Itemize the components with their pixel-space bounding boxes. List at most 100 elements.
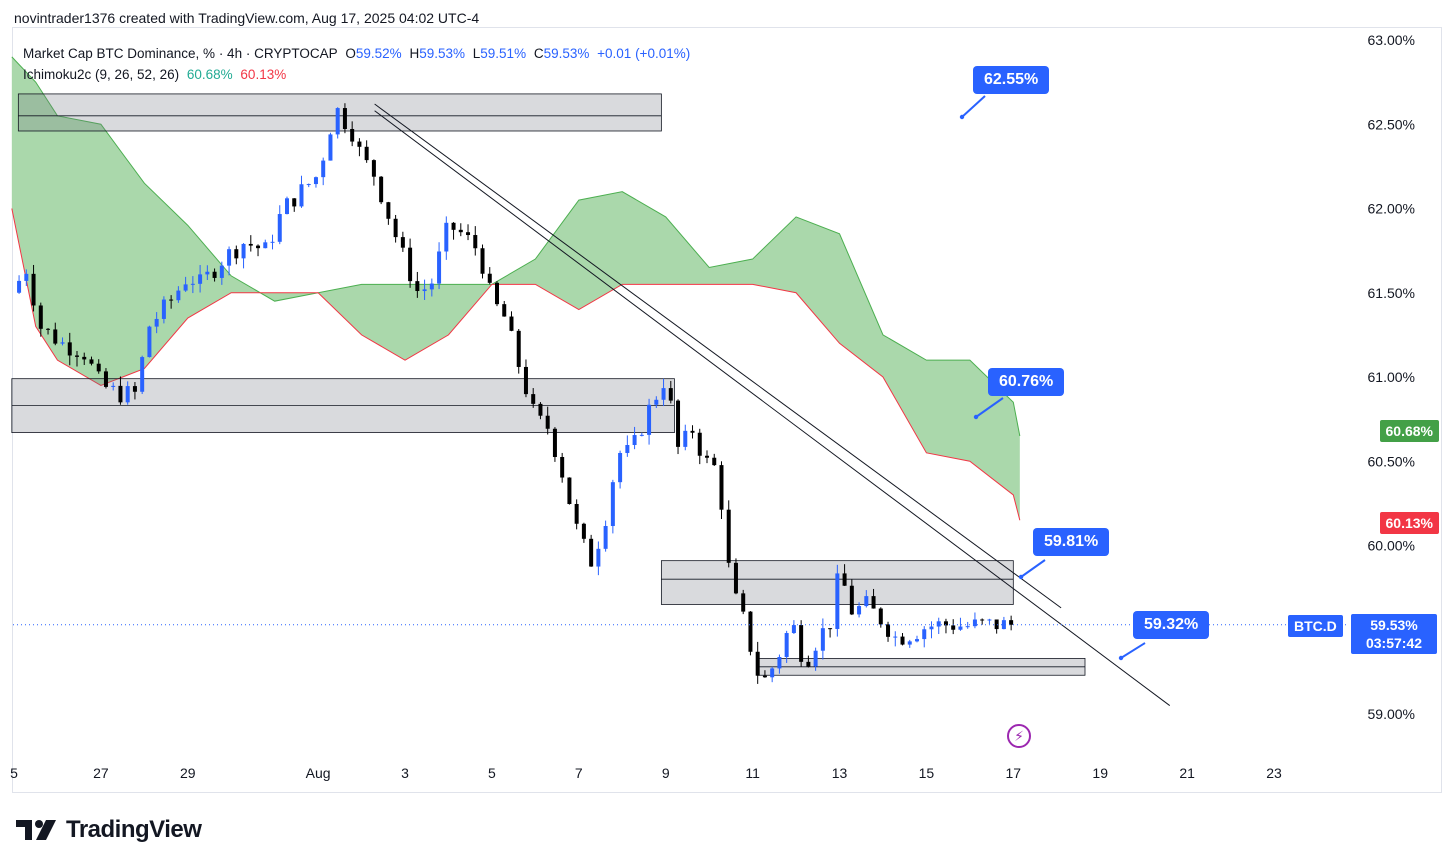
x-tick-label: 5 [10,765,18,781]
candle-body-10 [89,359,94,364]
candle-body-107 [791,625,796,634]
symbol-legend[interactable]: Market Cap BTC Dominance, % · 4h · CRYPT… [23,46,694,61]
candle-body-57 [429,283,434,290]
candle-body-113 [835,573,840,629]
callout-anchor-1 [959,114,965,120]
candle-body-130 [958,626,963,630]
callout-pointer-1 [961,95,986,118]
ichimoku-span-a-line [11,56,1021,437]
y-tick-label: 61.00% [1368,369,1415,385]
high-label: H [409,46,420,61]
candle-body-108 [799,625,804,662]
y-tick-label: 59.00% [1368,706,1415,722]
candle-body-79 [589,538,594,567]
bar-countdown: 03:57:42 [1365,635,1423,651]
candle-body-29 [227,249,232,266]
candle-body-38 [292,198,297,207]
candle-body-5 [53,329,58,344]
candle-body-27 [212,271,217,278]
candle-body-72 [538,403,543,416]
candle-body-90 [668,388,673,401]
y-tick-label: 60.50% [1368,453,1415,469]
candle-body-39 [299,184,304,207]
candle-body-30 [234,249,239,259]
candle-body-68 [509,316,514,331]
candle-body-48 [364,146,369,161]
x-tick-label: 29 [180,765,196,781]
candle-body-106 [784,633,789,658]
callout-59-32[interactable]: 59.32% [1133,611,1210,639]
callout-pointer-2 [975,397,1004,418]
candle-body-50 [379,176,384,203]
candle-body-119 [878,608,883,625]
tradingview-logo-icon [16,820,56,840]
high-value: 59.53% [419,46,465,61]
candle-body-20 [161,299,166,319]
candle-body-81 [603,526,608,549]
candle-body-129 [951,625,956,630]
candle-body-96 [712,457,717,466]
ichimoku-span-b-tag: 60.13% [1379,512,1439,534]
candle-body-82 [610,482,615,527]
close-label: C [533,46,544,61]
candle-body-111 [820,628,825,651]
candle-body-16 [132,386,137,392]
tradingview-wordmark: TradingView [66,816,202,843]
x-tick-label: 23 [1266,765,1282,781]
candle-body-123 [907,641,912,645]
candle-body-133 [980,619,985,621]
candle-body-4 [46,328,51,330]
tradingview-logo[interactable]: TradingView [16,816,202,844]
candle-body-88 [654,399,659,405]
candle-body-121 [893,636,898,638]
candle-body-131 [965,626,970,628]
candle-body-49 [371,160,376,177]
candle-body-46 [350,128,355,142]
candle-body-126 [929,626,934,630]
indicator-legend[interactable]: Ichimoku2c (9, 26, 52, 26) 60.68% 60.13% [23,67,290,82]
candle-body-122 [900,636,905,645]
trendline-1 [374,103,1062,609]
sr-zone-1 [17,93,662,132]
candle-body-83 [618,452,623,483]
candle-body-7 [67,342,72,356]
candle-body-18 [147,326,152,358]
candle-body-17 [140,357,145,392]
x-tick-label: 3 [401,765,409,781]
candle-body-89 [661,388,666,400]
candle-body-112 [828,628,833,630]
candle-body-45 [342,108,347,129]
candle-body-44 [335,108,340,135]
candle-body-40 [306,184,311,186]
callout-59-81[interactable]: 59.81% [1033,528,1110,556]
candle-body-61 [458,229,463,233]
candle-body-117 [864,596,869,607]
candle-body-13 [111,385,116,387]
candle-body-52 [393,218,398,238]
candle-body-47 [357,141,362,147]
candle-body-12 [103,371,108,387]
callout-60-76[interactable]: 60.76% [988,368,1065,396]
candle-body-33 [256,245,261,249]
candle-body-93 [690,430,695,433]
low-value: 59.51% [480,46,527,61]
candle-body-9 [82,356,87,360]
candle-body-23 [183,284,188,291]
candle-body-137 [1009,620,1014,625]
candle-body-114 [842,573,847,586]
candle-body-92 [683,430,688,447]
current-price-value: 59.53% [1370,617,1418,633]
callout-62-55[interactable]: 62.55% [973,66,1050,94]
candle-body-73 [545,415,550,429]
candle-body-70 [523,366,528,395]
candle-body-11 [96,363,101,372]
candle-body-124 [915,639,919,642]
lightning-icon[interactable]: ⚡ [1007,724,1031,748]
candle-body-132 [972,619,977,627]
low-label: L [472,46,481,61]
candle-body-127 [936,621,941,627]
x-tick-label: 13 [832,765,848,781]
candle-body-2 [31,273,36,306]
candle-body-80 [596,548,601,567]
